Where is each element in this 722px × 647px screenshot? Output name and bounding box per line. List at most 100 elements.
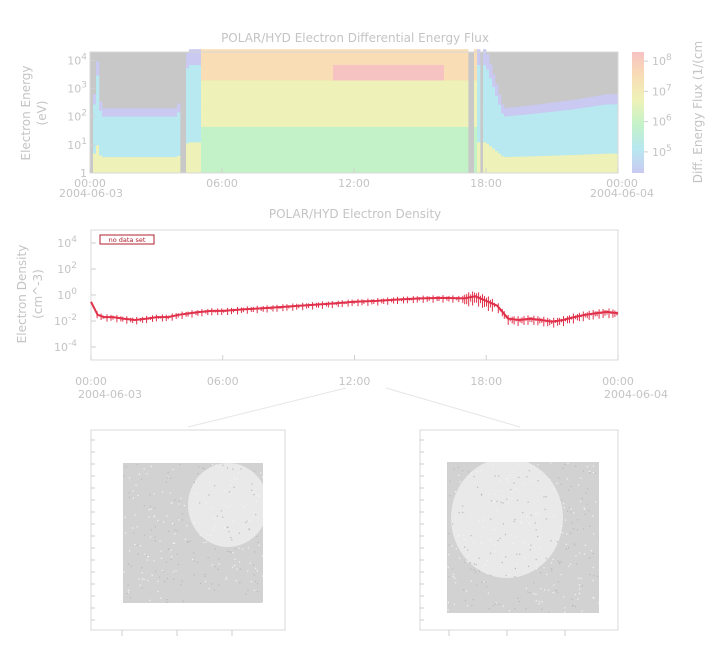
spectrogram-cell	[285, 126, 289, 143]
spectrogram-cell	[366, 49, 370, 65]
noise-speck	[159, 576, 161, 578]
spectrogram-cell	[330, 64, 334, 81]
noise-speck	[577, 519, 579, 521]
spectrogram-cell	[516, 156, 520, 166]
spectrogram-cell	[528, 113, 532, 123]
spectrogram-cell	[507, 107, 511, 117]
spectrogram-cell	[369, 80, 373, 96]
spectrogram-cell	[450, 126, 454, 143]
spectrogram-cell	[399, 126, 403, 143]
noise-speck	[239, 582, 241, 584]
noise-speck	[453, 531, 455, 533]
right-image-noise	[447, 462, 599, 613]
spectrogram-cell	[342, 142, 346, 158]
spectrogram-cell	[378, 142, 382, 158]
spectrogram-column	[246, 49, 250, 174]
spectrogram-column	[483, 49, 487, 174]
spectrogram-cell	[219, 142, 223, 158]
noise-speck	[127, 591, 129, 593]
spectrogram-cell	[213, 157, 217, 174]
spectrogram-cell	[576, 145, 580, 155]
spectrogram-cell	[297, 157, 301, 174]
noise-speck	[462, 511, 464, 514]
spectrogram-cell	[567, 154, 571, 165]
spectrogram-cell	[414, 64, 418, 81]
spectrogram-cell	[285, 157, 289, 174]
spectrogram-cell	[213, 126, 217, 143]
spectrogram-cell	[93, 104, 97, 115]
spectrogram-cell	[501, 164, 505, 174]
spectrogram-cell	[156, 148, 160, 158]
noise-speck	[165, 481, 167, 483]
noise-speck	[469, 562, 471, 564]
spectrogram-cell	[462, 142, 466, 158]
spectrogram-cell	[162, 132, 166, 141]
spectrogram-cell	[258, 111, 262, 127]
noise-speck	[187, 541, 189, 543]
spectrogram-cell	[345, 64, 349, 81]
spectrogram-cell	[153, 148, 157, 158]
noise-speck	[210, 507, 212, 509]
spectrogram-cell	[117, 156, 121, 166]
spectrogram-cell	[234, 64, 238, 81]
noise-speck	[145, 555, 147, 557]
spectrogram-cell	[552, 137, 556, 147]
spectrogram-cell	[249, 142, 253, 158]
spectrogram-xtick-label: 12:00	[338, 177, 370, 190]
density-date-start: 2004-06-03	[78, 388, 142, 401]
spectrogram-cell	[429, 126, 433, 143]
spectrogram-cell	[294, 64, 298, 81]
spectrogram-cell	[189, 95, 193, 112]
spectrogram-cell	[558, 101, 562, 111]
noise-speck	[462, 505, 464, 507]
spectrogram-cell	[366, 157, 370, 174]
spectrogram-cell	[609, 104, 613, 115]
spectrogram-cell	[339, 64, 343, 81]
spectrogram-cell	[144, 108, 148, 117]
spectrogram-cell	[531, 105, 535, 114]
noise-speck	[458, 534, 460, 536]
noise-speck	[253, 564, 255, 566]
spectrogram-cell	[204, 80, 208, 96]
spectrogram-cell	[588, 163, 592, 174]
spectrogram-column	[207, 49, 211, 174]
spectrogram-cell	[507, 124, 511, 133]
spectrogram-cell	[99, 137, 103, 147]
spectrogram-cell	[234, 126, 238, 143]
spectrogram-cell	[321, 157, 325, 174]
spectrogram-cell	[456, 49, 460, 65]
spectrogram-cell	[444, 126, 448, 143]
noise-speck	[215, 464, 217, 466]
noise-speck	[238, 532, 240, 534]
spectrogram-cell	[195, 142, 199, 158]
spectrogram-cell	[420, 111, 424, 127]
spectrogram-cell	[219, 64, 223, 81]
noise-speck	[449, 480, 451, 482]
spectrogram-cell	[117, 140, 121, 150]
spectrogram-cell	[546, 155, 550, 165]
noise-speck	[154, 526, 156, 528]
spectrogram-cell	[549, 164, 553, 174]
noise-speck	[149, 505, 151, 507]
spectrogram-cell	[582, 116, 586, 127]
spectrogram-cell	[492, 136, 496, 149]
noise-speck	[172, 469, 174, 471]
spectrogram-cell	[297, 80, 301, 96]
spectrogram-cell	[555, 137, 559, 147]
spectrogram-cell	[522, 114, 526, 124]
spectrogram-cell	[420, 95, 424, 112]
spectrogram-cell	[444, 142, 448, 158]
spectrogram-cell	[99, 119, 103, 129]
spectrogram-cell	[348, 157, 352, 174]
spectrogram-cell	[351, 157, 355, 174]
spectrogram-cell	[510, 164, 514, 174]
spectrogram-cell	[135, 148, 139, 158]
spectrogram-cell	[132, 164, 136, 174]
spectrogram-cell	[402, 80, 406, 96]
noise-speck	[180, 584, 182, 586]
spectrogram-cell	[96, 117, 100, 132]
spectrogram-cell	[207, 142, 211, 158]
spectrogram-cell	[534, 155, 538, 165]
noise-speck	[588, 470, 591, 472]
spectrogram-cell	[318, 126, 322, 143]
